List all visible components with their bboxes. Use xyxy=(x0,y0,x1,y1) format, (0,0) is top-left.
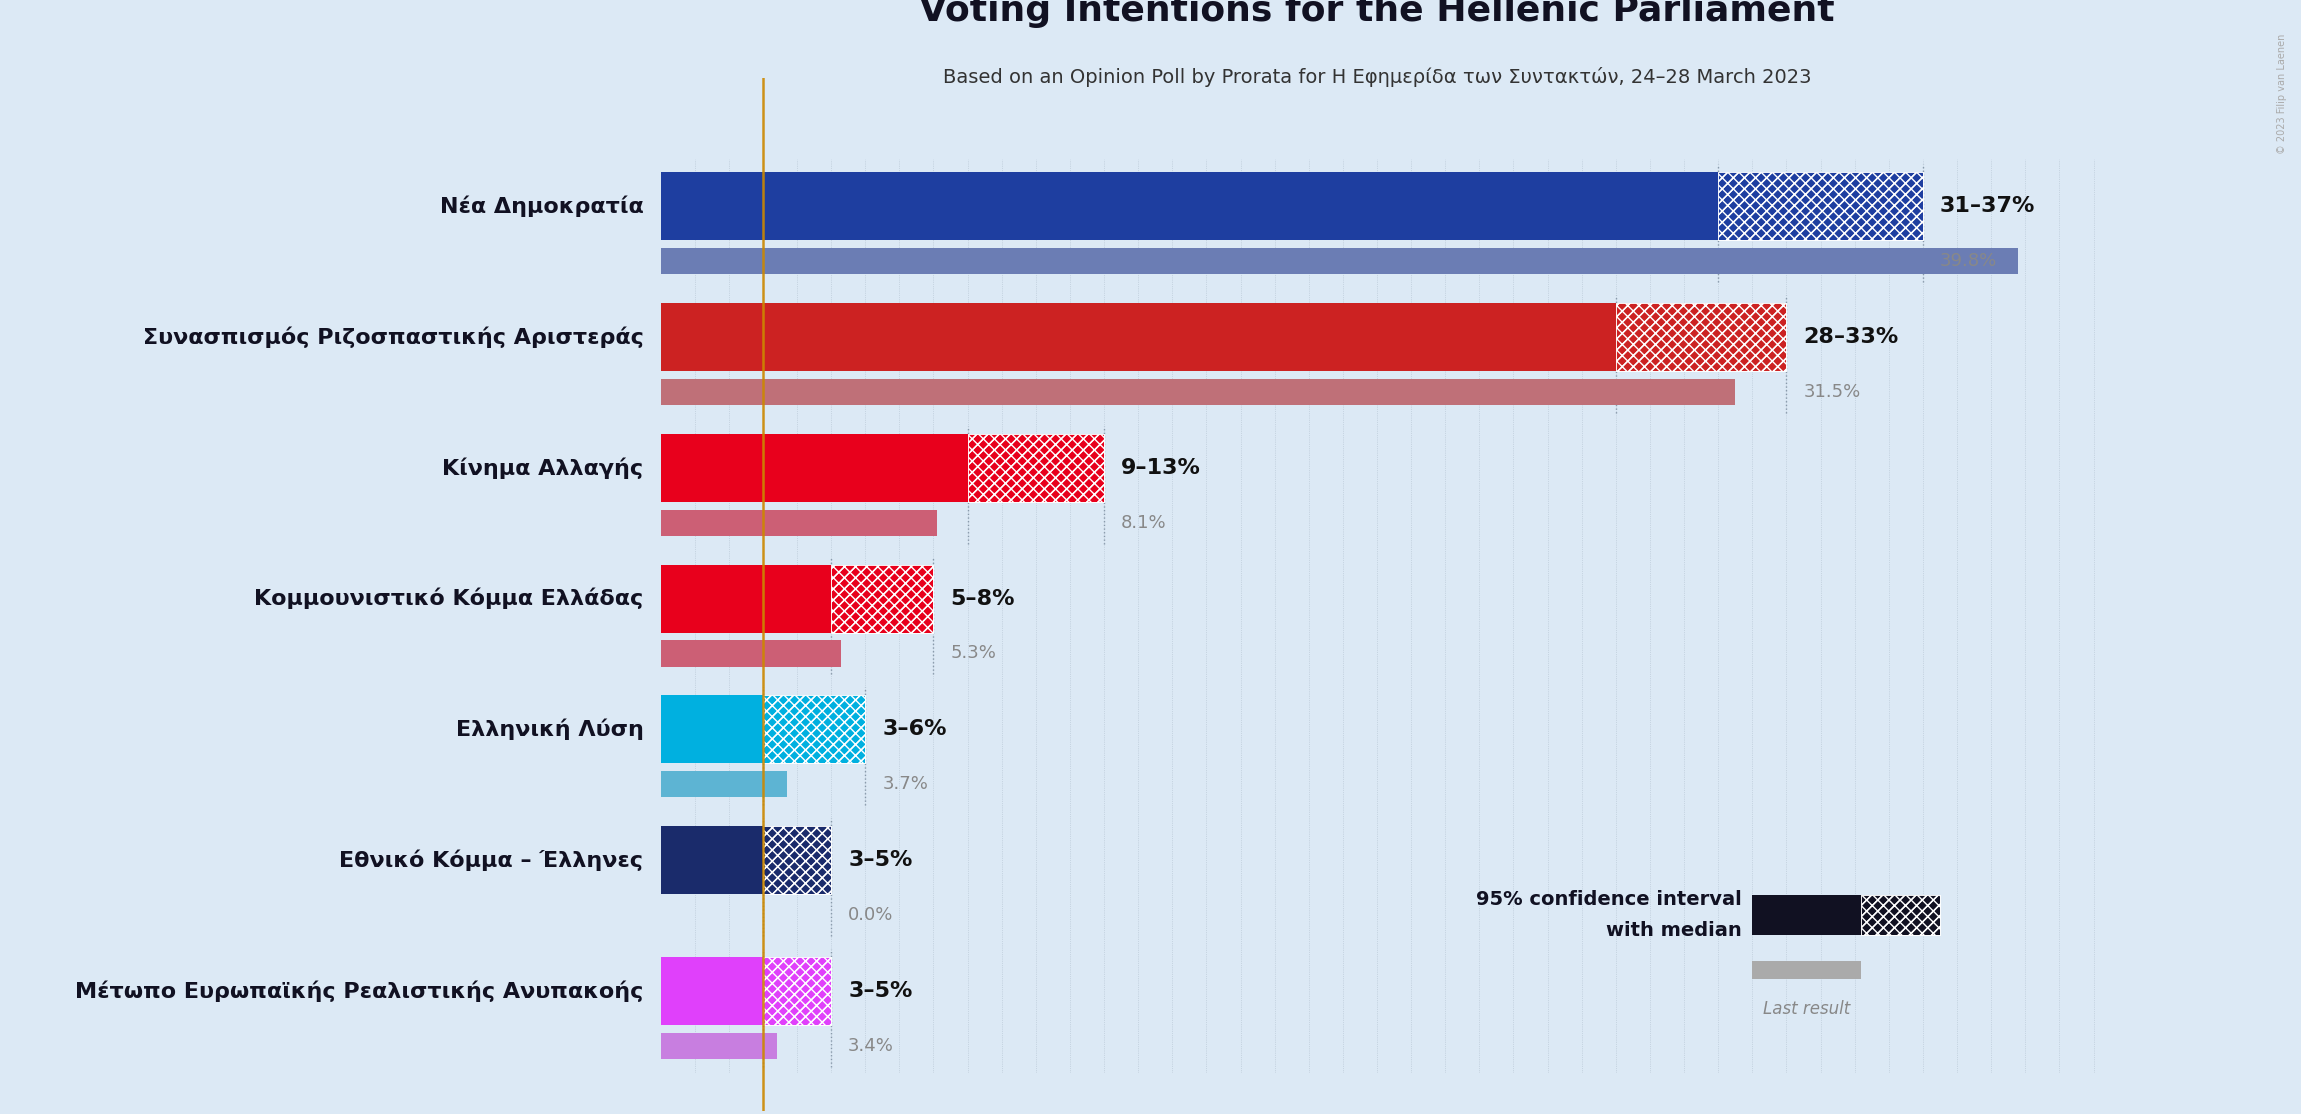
Bar xyxy=(660,827,764,895)
Bar xyxy=(660,957,764,1025)
Text: Νέα Δημοκρατία: Νέα Δημοκρατία xyxy=(439,195,644,217)
Bar xyxy=(831,565,934,633)
Text: Voting Intentions for the Hellenic Parliament: Voting Intentions for the Hellenic Parli… xyxy=(918,0,1834,28)
Bar xyxy=(1862,896,1940,935)
Text: with median: with median xyxy=(1606,921,1742,940)
Text: 3.7%: 3.7% xyxy=(881,775,927,793)
Bar xyxy=(1615,303,1786,371)
Bar xyxy=(764,827,831,895)
Bar xyxy=(1615,303,1786,371)
Bar xyxy=(831,565,934,633)
Text: 28–33%: 28–33% xyxy=(1804,328,1898,346)
Bar xyxy=(1719,173,1924,241)
Text: Κομμουνιστικό Κόμμα Ελλάδας: Κομμουνιστικό Κόμμα Ελλάδας xyxy=(253,588,644,609)
Bar xyxy=(831,565,934,633)
Bar xyxy=(660,641,842,666)
Text: © 2023 Filip van Laenen: © 2023 Filip van Laenen xyxy=(2278,33,2287,154)
Text: 3–5%: 3–5% xyxy=(849,850,913,870)
Text: 3–5%: 3–5% xyxy=(849,981,913,1000)
Bar xyxy=(764,695,865,763)
Bar xyxy=(1862,896,1940,935)
Bar xyxy=(1862,896,1940,935)
Text: Κίνημα Αλλαγής: Κίνημα Αλλαγής xyxy=(442,457,644,479)
Text: Μέτωπο Ευρωπαϊκής Ρεαλιστικής Ανυπακοής: Μέτωπο Ευρωπαϊκής Ρεαλιστικής Ανυπακοής xyxy=(76,980,644,1001)
Bar xyxy=(764,827,831,895)
Bar xyxy=(660,771,787,798)
Bar xyxy=(1753,960,1862,979)
Bar xyxy=(660,379,1735,405)
Bar xyxy=(969,433,1104,501)
Text: 9–13%: 9–13% xyxy=(1121,458,1201,478)
Bar xyxy=(764,957,831,1025)
Bar xyxy=(764,695,865,763)
Bar xyxy=(1615,303,1786,371)
Text: Last result: Last result xyxy=(1763,1000,1850,1018)
Bar xyxy=(660,173,1719,241)
Text: 95% confidence interval: 95% confidence interval xyxy=(1477,890,1742,909)
Text: Εθνικό Κόμμα – Έλληνες: Εθνικό Κόμμα – Έλληνες xyxy=(341,849,644,871)
Bar xyxy=(660,565,831,633)
Text: 5–8%: 5–8% xyxy=(950,588,1015,608)
Text: Ελληνική Λύση: Ελληνική Λύση xyxy=(456,719,644,740)
Text: Based on an Opinion Poll by Prorata for H Εφημερίδα των Συντακτών, 24–28 March 2: Based on an Opinion Poll by Prorata for … xyxy=(943,67,1811,87)
Text: 0.0%: 0.0% xyxy=(849,906,893,924)
Bar xyxy=(660,695,764,763)
Text: 31–37%: 31–37% xyxy=(1940,196,2036,216)
Text: 8.1%: 8.1% xyxy=(1121,514,1167,531)
Bar xyxy=(969,433,1104,501)
Text: 31.5%: 31.5% xyxy=(1804,383,1862,401)
Bar xyxy=(660,303,1615,371)
Bar xyxy=(764,957,831,1025)
Bar xyxy=(969,433,1104,501)
Bar xyxy=(660,433,969,501)
Bar xyxy=(660,509,937,536)
Text: 39.8%: 39.8% xyxy=(1940,252,1997,270)
Bar xyxy=(1719,173,1924,241)
Bar xyxy=(1719,173,1924,241)
Bar xyxy=(660,248,2018,274)
Bar xyxy=(660,1033,775,1059)
Text: 3.4%: 3.4% xyxy=(849,1037,895,1055)
Bar xyxy=(764,695,865,763)
Bar xyxy=(764,827,831,895)
Text: 3–6%: 3–6% xyxy=(881,720,946,740)
Bar xyxy=(764,957,831,1025)
Text: 5.3%: 5.3% xyxy=(950,645,996,663)
Bar xyxy=(1753,896,1862,935)
Text: Συνασπισμός Ριζοσπαστικής Αριστεράς: Συνασπισμός Ριζοσπαστικής Αριστεράς xyxy=(143,326,644,348)
